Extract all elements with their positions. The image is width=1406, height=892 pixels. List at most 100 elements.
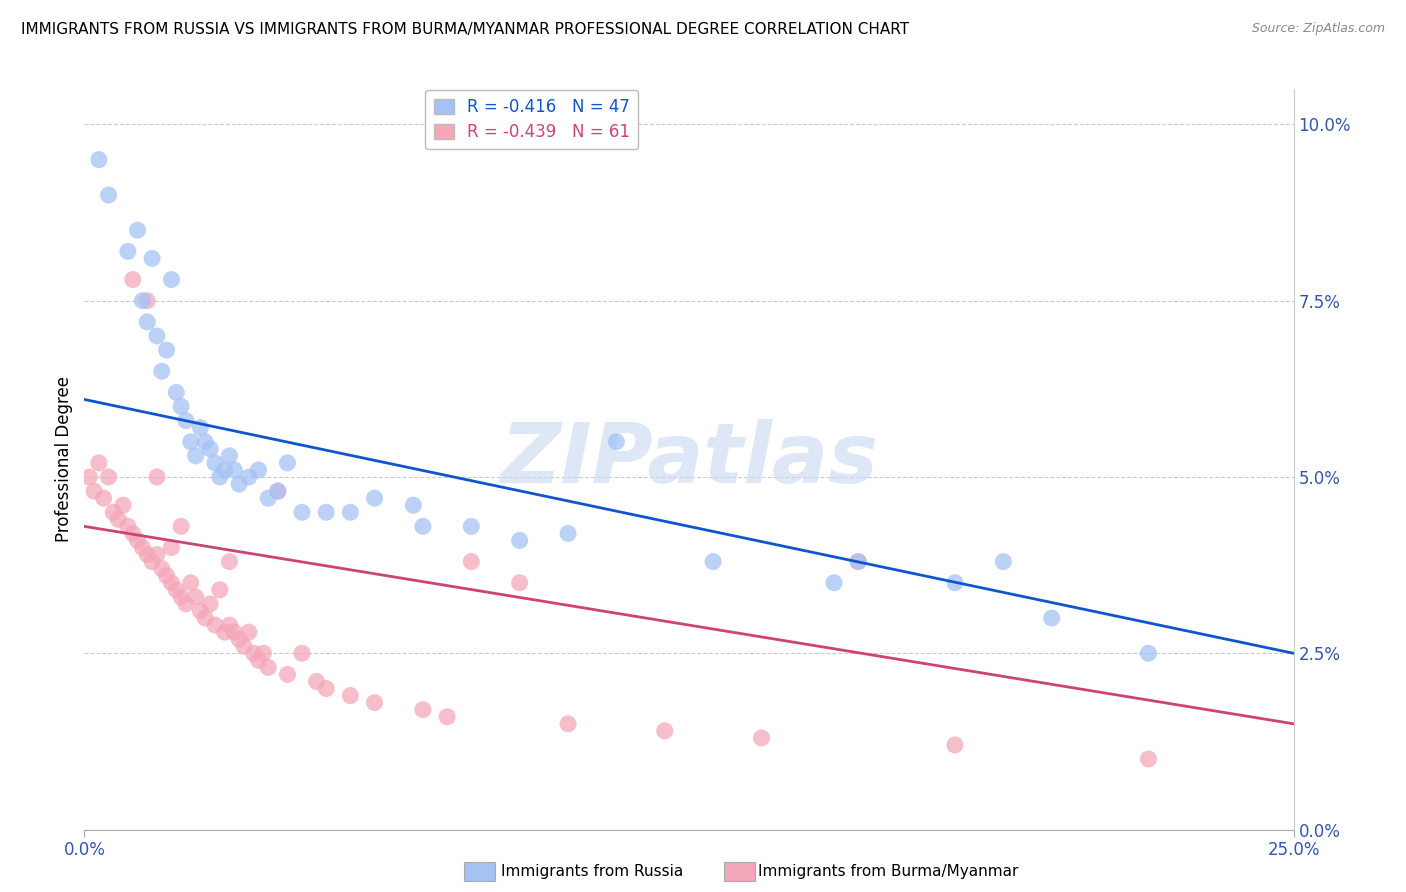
Point <box>83 484 105 499</box>
Point <box>339 689 361 703</box>
Point <box>165 582 187 597</box>
Point <box>291 646 314 660</box>
Point <box>509 533 531 548</box>
Point <box>165 385 187 400</box>
Point <box>291 505 314 519</box>
Point <box>1040 611 1063 625</box>
Point <box>160 541 183 555</box>
Point <box>117 519 139 533</box>
Point <box>160 272 183 286</box>
Point <box>77 470 100 484</box>
Point <box>121 526 143 541</box>
Point <box>305 674 328 689</box>
Point <box>214 625 236 640</box>
Point <box>131 293 153 308</box>
Point <box>170 400 193 414</box>
Point <box>846 555 869 569</box>
Point <box>208 582 231 597</box>
Point <box>224 625 246 640</box>
Text: ZIPatlas: ZIPatlas <box>501 419 877 500</box>
Point <box>180 575 202 590</box>
Point <box>160 575 183 590</box>
Point <box>218 449 240 463</box>
Point <box>823 575 845 590</box>
Point <box>214 463 236 477</box>
Point <box>127 533 149 548</box>
Y-axis label: Professional Degree: Professional Degree <box>55 376 73 542</box>
Point <box>363 696 385 710</box>
Point <box>174 414 197 428</box>
Point <box>208 470 231 484</box>
Point <box>97 188 120 202</box>
Point <box>993 555 1015 569</box>
Point <box>228 477 250 491</box>
Point <box>224 463 246 477</box>
Point <box>557 716 579 731</box>
Point <box>155 568 177 582</box>
Point <box>184 449 207 463</box>
Point <box>131 541 153 555</box>
Point <box>194 611 217 625</box>
Point <box>557 526 579 541</box>
Point <box>242 646 264 660</box>
Point <box>247 653 270 667</box>
Point <box>97 470 120 484</box>
Point <box>136 293 159 308</box>
Point <box>194 434 217 449</box>
Point <box>751 731 773 745</box>
Point <box>180 434 202 449</box>
Point <box>238 470 260 484</box>
Text: Immigrants from Russia: Immigrants from Russia <box>501 864 683 879</box>
Point <box>339 505 361 519</box>
Text: IMMIGRANTS FROM RUSSIA VS IMMIGRANTS FROM BURMA/MYANMAR PROFESSIONAL DEGREE CORR: IMMIGRANTS FROM RUSSIA VS IMMIGRANTS FRO… <box>21 22 910 37</box>
Point <box>198 597 221 611</box>
Point <box>170 519 193 533</box>
Point <box>315 681 337 696</box>
Point <box>121 272 143 286</box>
Point <box>943 575 966 590</box>
Point <box>1137 752 1160 766</box>
Point <box>190 604 212 618</box>
Point <box>267 484 290 499</box>
Point <box>184 590 207 604</box>
Point <box>460 519 482 533</box>
Point <box>107 512 129 526</box>
Point <box>846 555 869 569</box>
Point <box>170 590 193 604</box>
Point <box>141 252 163 266</box>
Point <box>1137 646 1160 660</box>
Point <box>146 470 169 484</box>
Point <box>150 364 173 378</box>
Point <box>943 738 966 752</box>
Point <box>136 315 159 329</box>
Point <box>247 463 270 477</box>
Point <box>276 667 298 681</box>
Point <box>127 223 149 237</box>
Point <box>146 329 169 343</box>
Point <box>112 498 135 512</box>
Point <box>103 505 125 519</box>
Point <box>87 153 110 167</box>
Point <box>315 505 337 519</box>
Point <box>150 562 173 576</box>
Point <box>509 575 531 590</box>
Point <box>238 625 260 640</box>
Point <box>257 660 280 674</box>
Point <box>174 597 197 611</box>
Point <box>412 703 434 717</box>
Point <box>93 491 115 505</box>
Point <box>218 618 240 632</box>
Legend: R = -0.416   N = 47, R = -0.439   N = 61: R = -0.416 N = 47, R = -0.439 N = 61 <box>425 90 638 150</box>
Point <box>436 710 458 724</box>
Point <box>233 639 256 653</box>
Point <box>402 498 425 512</box>
Point <box>117 244 139 259</box>
Point <box>702 555 724 569</box>
Text: Source: ZipAtlas.com: Source: ZipAtlas.com <box>1251 22 1385 36</box>
Point <box>146 548 169 562</box>
Point <box>257 491 280 505</box>
Point <box>228 632 250 647</box>
Point <box>412 519 434 533</box>
Text: Immigrants from Burma/Myanmar: Immigrants from Burma/Myanmar <box>758 864 1018 879</box>
Point <box>218 555 240 569</box>
